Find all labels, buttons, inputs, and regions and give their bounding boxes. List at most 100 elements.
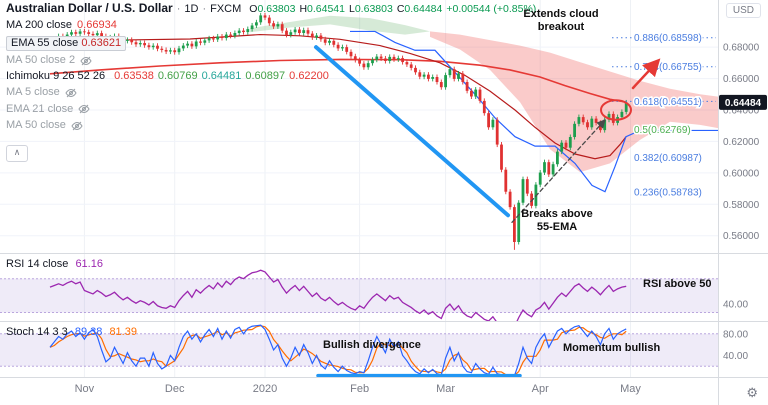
separator-dot: ·: [202, 3, 207, 15]
stoch-d-value: 81.39: [109, 326, 137, 338]
symbol-title-row[interactable]: Australian Dollar / U.S. Dollar · 1D · F…: [6, 1, 536, 17]
fib-level-label[interactable]: 0.382(0.60987): [633, 151, 704, 165]
time-axis-label: Apr: [532, 383, 549, 395]
price-tick-label: 0.62000: [723, 137, 760, 148]
visibility-off-icon[interactable]: [78, 103, 90, 115]
price-tick-label: 0.60000: [723, 168, 760, 179]
separator-dot: ·: [176, 3, 181, 15]
change-readout: +0.00544 (+0.85%): [446, 3, 537, 15]
price-tick-label: 0.56000: [723, 231, 760, 242]
legend-panel: Australian Dollar / U.S. Dollar · 1D · F…: [6, 1, 536, 133]
legend-row-ma50-2[interactable]: MA 50 close 2: [6, 54, 92, 68]
trendline-drawing[interactable]: [314, 45, 510, 218]
ichimoku-value: 0.62200: [289, 70, 329, 82]
time-axis-label: May: [620, 383, 641, 395]
ohlc-low-value: 0.63803: [354, 3, 393, 15]
rsi-tick-label: 40.00: [723, 300, 748, 311]
fib-level-label[interactable]: 0.5(0.62769): [633, 123, 693, 137]
ohlc-open-key: O: [249, 3, 258, 15]
price-tick-label: 0.68000: [723, 43, 760, 54]
last-price-value: 0.64484: [725, 98, 762, 109]
ichimoku-value: 0.60897: [245, 70, 286, 82]
price-scale[interactable]: 0.68000 0.66000 0.64000 0.62000 0.60000 0.580…: [719, 43, 767, 362]
time-axis-label: Feb: [350, 383, 369, 395]
time-axis-label: Mar: [436, 383, 455, 395]
stoch-k-value: 89.38: [74, 326, 103, 338]
ichimoku-value: 0.63538: [114, 70, 154, 82]
ohlc-low-key: L: [349, 3, 355, 15]
indicator-label: EMA 21 close: [6, 102, 74, 115]
fib-level-label[interactable]: 0.236(0.58783): [633, 186, 704, 200]
fib-level-label[interactable]: 0.886(0.68598): [633, 32, 704, 46]
settings-gear-icon[interactable]: ⚙: [746, 385, 758, 400]
stoch-tick-label: 40.00: [723, 351, 748, 362]
annotation-bullish-divergence[interactable]: Bullish divergence: [323, 339, 421, 351]
rsi-value: 61.16: [75, 258, 103, 270]
ohlc-high-key: H: [299, 3, 308, 15]
indicator-value: 0.66934: [77, 19, 117, 32]
ichimoku-value: 0.60769: [157, 70, 198, 82]
fib-level-label[interactable]: 0.764(0.66755): [633, 61, 704, 75]
annotation-momentum-bullish[interactable]: Momentum bullish: [563, 342, 661, 354]
ellipse-annotation[interactable]: [600, 99, 632, 121]
ohlc-high-value: 0.64541: [307, 3, 345, 15]
time-axis-label: Dec: [165, 383, 185, 395]
time-axis-label: Nov: [75, 383, 95, 395]
interval-label[interactable]: 1D: [184, 3, 199, 15]
exchange-label: FXCM: [210, 3, 242, 15]
price-tick-label: 0.58000: [723, 200, 760, 211]
legend-row-ma200[interactable]: MA 200 close 0.66934: [6, 19, 117, 33]
last-price-badge: [719, 94, 767, 110]
red-cloud: [430, 31, 718, 173]
collapse-legend-button[interactable]: ∧: [6, 145, 28, 162]
indicator-label: MA 50 close: [6, 118, 66, 131]
fib-level-label[interactable]: 0.618(0.64551): [633, 95, 704, 109]
main-pane[interactable]: 0.886(0.68598) 0.764(0.66755) 0.618(0.6455…: [48, 12, 718, 250]
legend-row-ma50[interactable]: MA 50 close: [6, 119, 83, 133]
annotation-rsi-above-50[interactable]: RSI above 50: [643, 278, 712, 290]
price-scale-unit[interactable]: USD: [725, 3, 761, 18]
ohlc-close-value: 0.64484: [404, 3, 443, 15]
gridlines: [0, 0, 718, 377]
time-axis-label: 2020: [253, 383, 277, 395]
rsi-line: [49, 269, 627, 321]
rsi-legend[interactable]: RSI 14 close 61.16: [6, 258, 103, 270]
indicator-label: Stoch 14 3 3: [6, 326, 68, 338]
annotation-cloud-breakout[interactable]: Extends cloud breakout: [523, 8, 599, 34]
ohlc-close-key: C: [396, 3, 405, 15]
ichimoku-value: 0.64481: [201, 70, 242, 82]
ema-55-line: [49, 33, 627, 160]
ohlc-readout: O0.63803 H0.64541 L0.63803 C0.64484 +0.00544…: [245, 3, 536, 17]
stoch-pane[interactable]: [0, 324, 718, 377]
stoch-tick-label: 80.00: [723, 329, 748, 340]
annotation-breaks-55ema[interactable]: Breaks above 55-EMA: [521, 208, 593, 234]
legend-row-ichimoku[interactable]: Ichimoku 9 26 52 26 0.63538 0.60769 0.6448…: [6, 70, 329, 84]
ohlc-open-value: 0.63803: [257, 3, 296, 15]
green-cloud: [250, 15, 430, 35]
legend-row-ma5[interactable]: MA 5 close: [6, 86, 77, 100]
visibility-off-icon[interactable]: [80, 55, 92, 67]
legend-row-ema55[interactable]: EMA 55 close 0.63621: [6, 35, 127, 52]
price-tick-label: 0.64000: [723, 106, 760, 117]
indicator-label: MA 5 close: [6, 86, 60, 99]
rsi-pane[interactable]: [0, 269, 718, 327]
trendline-drawing[interactable]: [511, 119, 606, 224]
legend-row-ema21[interactable]: EMA 21 close: [6, 103, 90, 117]
stoch-k-line: [49, 324, 627, 377]
visibility-off-icon[interactable]: [65, 87, 77, 99]
indicator-label: MA 200 close: [6, 19, 73, 32]
indicator-label: RSI 14 close: [6, 258, 69, 270]
ma-200-line: [49, 58, 627, 103]
visibility-off-icon[interactable]: [71, 120, 83, 132]
ichimoku-values: 0.63538 0.60769 0.64481 0.60897 0.62200: [110, 70, 329, 84]
trendline-drawing[interactable]: [631, 58, 661, 90]
indicator-value: 0.63621: [81, 36, 122, 49]
time-scale[interactable]: Nov Dec 2020 Feb Mar Apr May: [75, 383, 642, 395]
kijun-line: [350, 30, 718, 193]
stoch-legend[interactable]: Stoch 14 3 3 89.38 81.39: [6, 326, 137, 338]
symbol-name[interactable]: Australian Dollar / U.S. Dollar: [6, 1, 173, 15]
indicator-label: EMA 55 close: [11, 36, 79, 49]
